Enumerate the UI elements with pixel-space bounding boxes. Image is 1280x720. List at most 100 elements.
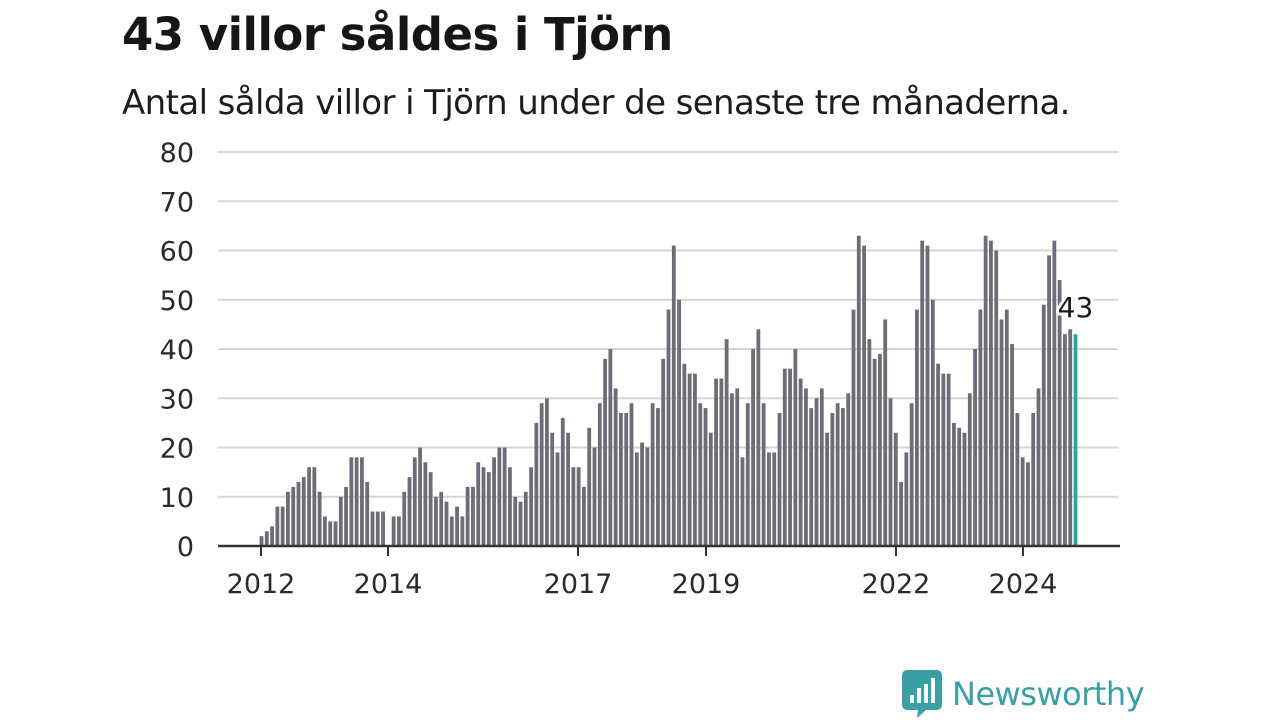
- bar: [745, 403, 750, 546]
- x-tick-label: 2017: [544, 569, 613, 600]
- bar: [640, 442, 644, 546]
- bar: [830, 413, 835, 546]
- bar: [328, 521, 333, 547]
- bar: [402, 491, 407, 546]
- x-tick-label: 2019: [672, 569, 741, 600]
- bar: [545, 398, 549, 546]
- bar: [809, 408, 814, 546]
- bar: [735, 388, 740, 546]
- bar: [428, 472, 433, 547]
- brand-name: Newsworthy: [952, 675, 1145, 713]
- y-tick-label: 80: [160, 138, 194, 169]
- bar: [909, 403, 914, 546]
- bar: [793, 349, 798, 546]
- bar: [693, 373, 697, 547]
- bar: [883, 319, 888, 546]
- y-axis-labels: 0 10 20 30 40 50 60 70 80: [160, 138, 194, 563]
- bar: [629, 403, 634, 546]
- bar: [761, 403, 766, 546]
- bar: [788, 368, 792, 546]
- bar: [312, 467, 317, 546]
- bar: [777, 413, 782, 546]
- bar: [957, 427, 962, 546]
- bar: [1057, 280, 1062, 546]
- bar: [555, 452, 560, 546]
- bar: [899, 481, 903, 546]
- bar: [703, 408, 708, 546]
- bar: [714, 378, 718, 546]
- bar: [592, 447, 597, 546]
- bar: [365, 481, 370, 546]
- bar: [550, 432, 555, 546]
- bar: [381, 511, 385, 546]
- bar: [1041, 304, 1046, 546]
- bar: [508, 467, 512, 546]
- bar: [967, 393, 972, 546]
- bar: [486, 472, 491, 547]
- bar: [825, 432, 829, 546]
- bar: [502, 447, 507, 546]
- bar: [613, 388, 618, 546]
- bar: [1063, 334, 1067, 546]
- bar: [360, 457, 364, 546]
- bar: [872, 358, 877, 546]
- bar: [973, 349, 977, 546]
- bar: [772, 452, 777, 546]
- bar: [323, 516, 327, 546]
- bar: [804, 388, 808, 546]
- bar: [798, 378, 803, 546]
- bar: [962, 432, 967, 546]
- bar-highlight: [1073, 334, 1078, 546]
- bar: [740, 457, 745, 546]
- bar: [994, 250, 999, 546]
- bar: [1010, 344, 1014, 546]
- bar: [518, 501, 523, 546]
- bar: [952, 422, 956, 547]
- bar: [333, 521, 338, 547]
- bar: [814, 398, 819, 546]
- bar: [259, 536, 264, 546]
- newsworthy-logo-icon: [902, 670, 942, 718]
- bar: [407, 477, 412, 546]
- bar: [619, 413, 623, 546]
- bar: [571, 467, 576, 546]
- bar: [671, 245, 676, 546]
- bar: [756, 329, 761, 546]
- bar: [597, 403, 602, 546]
- bar: [576, 467, 581, 546]
- bar: [862, 245, 866, 546]
- bar: [724, 339, 729, 546]
- bar: [412, 457, 417, 546]
- bar: [978, 309, 983, 546]
- bar: [481, 467, 486, 546]
- bar: [1015, 413, 1020, 546]
- bar: [856, 235, 861, 547]
- bar: [455, 506, 459, 546]
- bar: [444, 501, 449, 546]
- bar: [915, 309, 919, 546]
- bar: [888, 398, 893, 546]
- bar: [497, 447, 502, 546]
- bar: [645, 447, 650, 546]
- bar: [603, 358, 607, 546]
- y-tick-label: 30: [160, 384, 194, 415]
- bars: [259, 235, 1078, 547]
- bar: [999, 319, 1004, 546]
- bar: [936, 363, 940, 546]
- bar: [819, 388, 824, 546]
- bar: [989, 240, 993, 546]
- bar: [920, 240, 925, 546]
- bar: [782, 368, 787, 546]
- chart-subtitle: Antal sålda villor i Tjörn under de sena…: [122, 83, 1070, 123]
- bar: [983, 235, 988, 547]
- bar: [835, 403, 840, 546]
- bar: [1052, 240, 1057, 546]
- x-tick-label: 2024: [989, 569, 1058, 600]
- bar: [397, 516, 401, 546]
- highlight-value-label: 43: [1058, 291, 1094, 324]
- bar: [687, 373, 692, 547]
- bar: [941, 373, 946, 547]
- bar: [946, 373, 951, 547]
- bar: [275, 506, 280, 546]
